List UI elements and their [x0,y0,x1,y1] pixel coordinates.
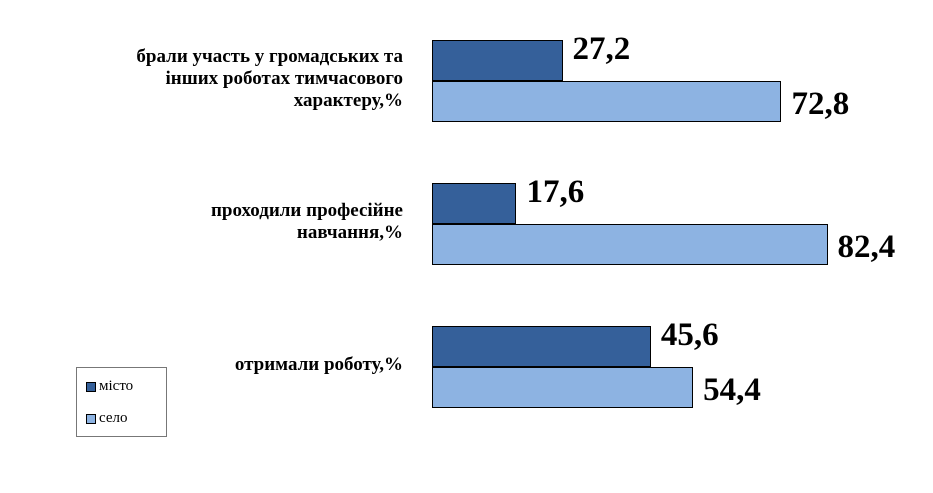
category-label-line: характеру,% [293,90,403,111]
legend-label-village: село [99,410,128,426]
value-label-village: 82,4 [837,229,896,265]
legend-label-city: місто [99,378,134,394]
category-label-line: проходили професійне [210,200,403,221]
category-label-line: навчання,% [296,222,403,243]
category-label: отримали роботу,% [235,354,403,376]
bar-city [432,40,563,81]
value-label-village: 54,4 [703,372,761,408]
category-label-line: брали участь у громадських та [136,46,403,67]
category-label-line: отримали роботу,% [234,354,403,375]
category-label: брали участь у громадських та інших робот… [136,46,403,112]
legend-item-village: село [86,410,127,427]
category-label-line: інших роботах тимчасового [165,68,403,89]
bar-village [432,81,782,122]
legend: місто село [76,367,167,437]
legend-swatch-city [86,381,96,392]
bar-city [432,326,651,367]
bar-village [432,367,694,408]
legend-swatch-village [86,413,96,424]
legend-item-city: місто [86,378,133,395]
value-label-city: 45,6 [660,317,719,353]
value-label-city: 27,2 [572,31,631,67]
bar-village [432,224,828,265]
value-label-village: 72,8 [791,86,850,122]
category-label: проходили професійне навчання,% [211,200,403,244]
bar-city [432,183,517,224]
value-label-city: 17,6 [526,174,585,210]
